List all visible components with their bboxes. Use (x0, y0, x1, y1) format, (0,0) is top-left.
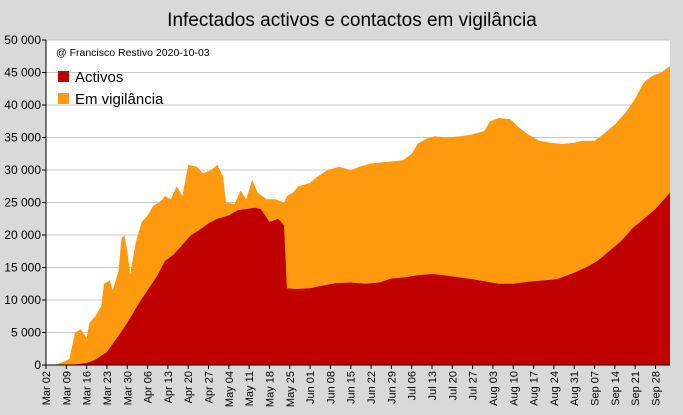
x-tick-label: Jun 22 (366, 371, 378, 404)
series-areas (54, 66, 670, 365)
y-tick-label: 30 000 (4, 163, 41, 177)
x-tick-label: Apr 06 (143, 371, 155, 403)
y-tick-label: 15 000 (4, 261, 41, 275)
x-tick-label: Aug 17 (529, 371, 541, 406)
y-tick-label: 20 000 (4, 228, 41, 242)
x-tick-label: Mar 09 (61, 371, 73, 405)
legend-label: Activos (75, 69, 123, 86)
y-tick-label: 25 000 (4, 196, 41, 210)
y-tick-label: 50 000 (4, 33, 41, 47)
x-tick-label: Mar 02 (41, 371, 53, 405)
x-tick-label: Jun 29 (386, 371, 398, 404)
x-tick-label: Jul 13 (427, 371, 439, 400)
x-tick-label: Sep 21 (630, 371, 642, 406)
legend-label: Em vigilância (75, 91, 164, 108)
x-tick-label: Aug 31 (569, 371, 581, 406)
x-tick-label: Jun 01 (305, 371, 317, 404)
x-tick-label: Apr 27 (204, 371, 216, 403)
x-tick-label: May 04 (224, 371, 236, 407)
x-tick-label: Sep 14 (610, 371, 622, 406)
x-axis-tick-labels: Mar 02 Mar 09 Mar 16 Mar 23 Mar 30 Apr 06 Apr … (41, 365, 662, 407)
x-tick-label: Jun 08 (325, 371, 337, 404)
x-tick-label: Aug 10 (508, 371, 520, 406)
x-tick-label: Mar 23 (102, 371, 114, 405)
y-tick-label: 0 (34, 358, 41, 372)
y-tick-label: 5 000 (11, 326, 41, 340)
y-tick-label: 40 000 (4, 98, 41, 112)
legend: Activos Em vigilância (58, 69, 164, 108)
x-tick-label: Mar 30 (122, 371, 134, 405)
x-tick-label: Jul 20 (447, 371, 459, 400)
legend-swatch (58, 93, 69, 104)
x-tick-label: May 25 (285, 371, 297, 407)
chart-title: Infectados activos e contactos em vigilâ… (167, 10, 537, 31)
chart-annotation: @ Francisco Restivo 2020-10-03 (56, 47, 210, 59)
x-tick-label: Jul 06 (407, 371, 419, 400)
y-tick-label: 10 000 (4, 293, 41, 307)
x-tick-label: Aug 24 (549, 371, 561, 406)
y-axis-tick-labels: 0 5 000 10 000 15 000 20 000 25 000 30 000 35 0… (4, 33, 46, 372)
x-tick-label: May 18 (264, 371, 276, 407)
x-tick-label: Sep 28 (650, 371, 662, 406)
y-tick-label: 45 000 (4, 66, 41, 80)
x-tick-label: Mar 16 (82, 371, 94, 405)
x-tick-label: May 11 (244, 371, 256, 406)
x-tick-label: Aug 03 (488, 371, 500, 406)
y-tick-label: 35 000 (4, 131, 41, 145)
x-tick-label: Sep 07 (590, 371, 602, 406)
x-tick-label: Jul 27 (468, 371, 480, 400)
legend-swatch (58, 71, 69, 82)
x-tick-label: Apr 20 (183, 371, 195, 403)
area-activos (54, 192, 670, 365)
x-tick-label: Jun 15 (346, 371, 358, 404)
x-tick-label: Apr 13 (163, 371, 175, 403)
